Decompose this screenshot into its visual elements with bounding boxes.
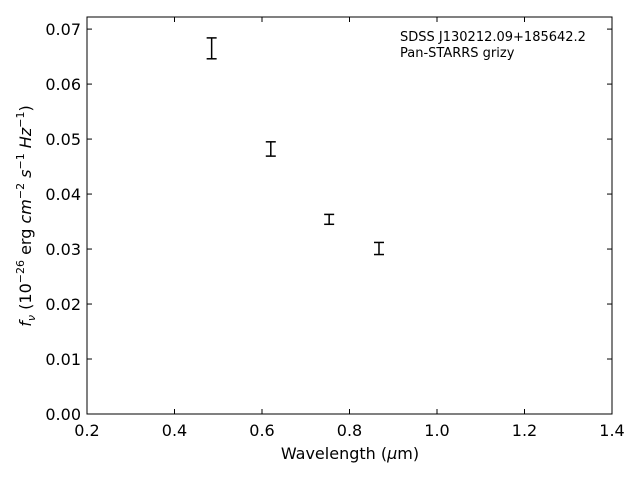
y-tick-label: 0.03 (45, 240, 81, 259)
y-axis-ticks: 0.00 0.01 0.02 0.03 0.04 0.05 0.06 0.07 (45, 20, 612, 424)
x-tick-label: 1.0 (424, 421, 449, 440)
y-tick-label: 0.00 (45, 405, 81, 424)
y-tick-label: 0.07 (45, 20, 81, 39)
x-tick-label: 0.8 (337, 421, 362, 440)
annotation-survey: Pan-STARRS grizy (400, 46, 515, 61)
error-bar-point (373, 241, 384, 256)
y-tick-label: 0.05 (45, 130, 81, 149)
plot-frame (86, 16, 613, 415)
x-tick-label: 1.4 (599, 421, 624, 440)
x-tick-label: 0.6 (249, 421, 274, 440)
x-tick-label: 1.2 (512, 421, 537, 440)
annotation-object-name: SDSS J130212.09+185642.2 (400, 30, 586, 45)
y-tick-label: 0.02 (45, 295, 81, 314)
y-tick-label: 0.01 (45, 350, 81, 369)
data-points (206, 37, 384, 256)
x-tick-label: 0.4 (162, 421, 187, 440)
x-axis-ticks: 0.2 0.4 0.6 0.8 1.0 1.2 1.4 (74, 17, 625, 440)
error-bar-point (206, 37, 217, 60)
x-tick-label: 0.2 (74, 421, 99, 440)
error-bar-point (265, 141, 276, 157)
x-axis-label: Wavelength (μm) (281, 444, 419, 463)
error-bar-point (324, 213, 335, 226)
y-tick-label: 0.04 (45, 185, 81, 204)
y-tick-label: 0.06 (45, 75, 81, 94)
y-axis-label: fν (10−26 erg cm−2 s−1 Hz−1) (14, 105, 38, 326)
